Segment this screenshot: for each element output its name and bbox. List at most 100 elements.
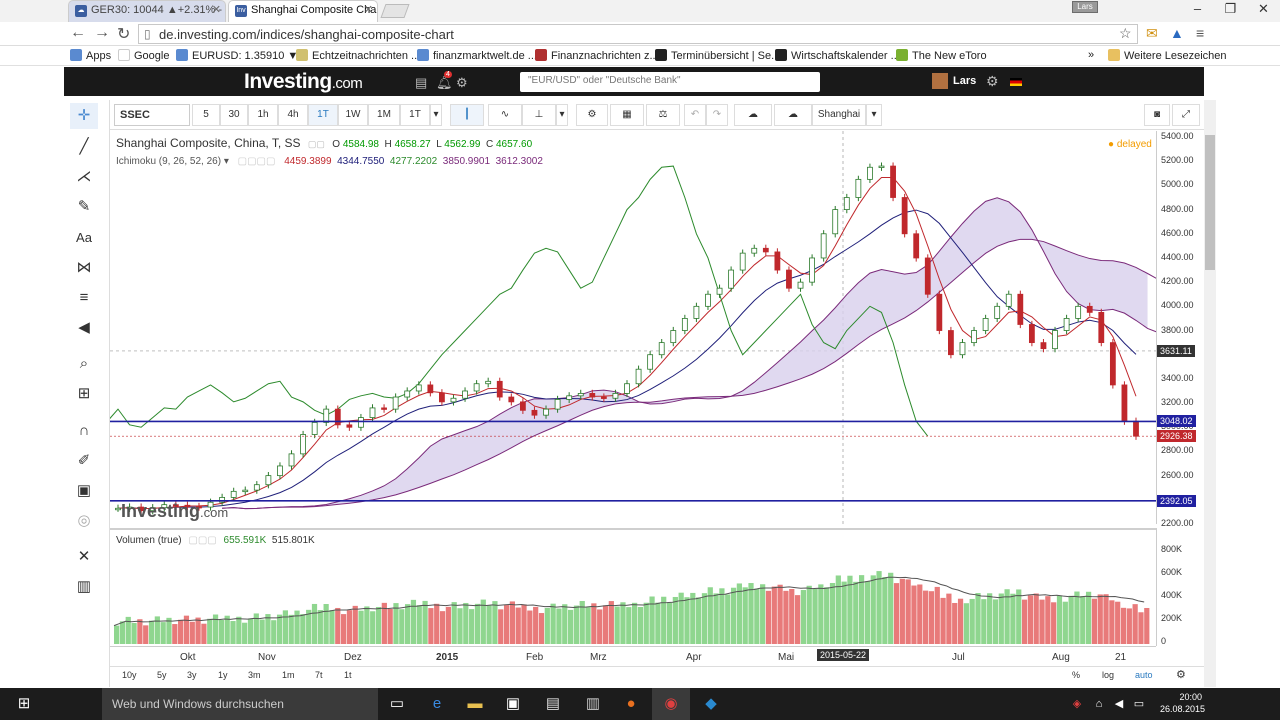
maximize-button[interactable]: ❐ (1224, 1, 1237, 16)
fullscreen-icon[interactable]: ⤢ (1172, 104, 1200, 126)
star-icon[interactable]: ☆ (1119, 25, 1132, 41)
percent-toggle[interactable]: % (1072, 670, 1081, 680)
compare-icon[interactable]: ⚖ (646, 104, 680, 126)
mail-extension-icon[interactable]: ✉ (1146, 25, 1158, 41)
network-icon[interactable]: ⌂ (1095, 698, 1103, 710)
symbol-input[interactable]: SSEC (114, 104, 190, 126)
volume-icon[interactable]: ◀ (1114, 698, 1124, 710)
cloud-load-icon[interactable]: ☁ (734, 104, 772, 126)
taskbar-search[interactable]: Web und Windows durchsuchen (102, 688, 378, 720)
redo-icon[interactable]: ↷ (706, 104, 728, 126)
interval-1t[interactable]: 1T (308, 104, 338, 126)
bookmark-echtzeit[interactable]: Echtzeitnachrichten ... (296, 49, 420, 62)
indicators-icon[interactable]: ▦ (610, 104, 644, 126)
range-3m[interactable]: 3m (248, 670, 261, 680)
candlestick-icon[interactable]: ┃ (450, 104, 484, 126)
price-axis[interactable]: 2200.002400.002600.002800.003000.003200.… (1156, 131, 1204, 528)
url-field[interactable]: ▯ de.investing.com/indices/shanghai-comp… (138, 24, 1138, 44)
interval-1m[interactable]: 1M (368, 104, 400, 126)
tools-icon[interactable]: ✕ (77, 548, 91, 565)
indicator-buttons[interactable]: ▢▢▢▢ (237, 156, 276, 167)
avatar[interactable] (932, 73, 948, 89)
other-bookmarks[interactable]: Weitere Lesezeichen (1108, 49, 1227, 62)
measure-icon[interactable]: ⊞ (77, 385, 91, 402)
interval-30[interactable]: 30 (220, 104, 248, 126)
gear-icon[interactable]: ⚙ (456, 75, 468, 90)
close-icon[interactable]: ✕ (211, 4, 221, 16)
range-3y[interactable]: 3y (187, 670, 197, 680)
volume-indicator-buttons[interactable]: ▢▢▢ (188, 535, 217, 546)
compare-symbol[interactable]: Shanghai (812, 104, 866, 126)
forward-arrow-icon[interactable]: → (94, 24, 110, 41)
log-toggle[interactable]: log (1102, 670, 1115, 680)
german-flag-icon[interactable] (1010, 78, 1022, 86)
task-view-icon[interactable]: ▭ (389, 695, 405, 712)
interval-1h[interactable]: 1h (248, 104, 278, 126)
bookmark-finanzmarktwelt[interactable]: finanzmarktwelt.de ... (417, 49, 537, 62)
bookmark-eurusd[interactable]: EURUSD: 1.35910 ▼... (176, 49, 307, 62)
bookmark-apps[interactable]: Apps (70, 49, 111, 62)
bookmark-finanznachrichten[interactable]: Finanznachrichten z... (535, 49, 659, 62)
store-icon[interactable]: ▣ (505, 695, 521, 712)
range-7t[interactable]: 7t (315, 670, 323, 680)
bookmark-etoro[interactable]: The New eToro (896, 49, 987, 62)
shield-icon[interactable]: ◈ (1072, 698, 1082, 710)
interval-5[interactable]: 5 (192, 104, 220, 126)
profile-chip[interactable]: Lars (1072, 1, 1098, 13)
scrollbar-thumb[interactable] (1205, 135, 1215, 270)
reload-icon[interactable]: ↻ (117, 26, 131, 43)
close-window-button[interactable]: ✕ (1258, 1, 1269, 16)
settings-gear-icon[interactable]: ⚙ (986, 73, 999, 89)
range-5y[interactable]: 5y (157, 670, 167, 680)
cloud-save-icon[interactable]: ☁ (774, 104, 812, 126)
trash-icon[interactable]: ▥ (76, 578, 92, 595)
range-1m[interactable]: 1m (282, 670, 295, 680)
indicator-dropdown-icon[interactable]: ▾ (223, 156, 229, 167)
arrow-left-icon[interactable]: ◀ (78, 319, 90, 336)
undo-icon[interactable]: ↶ (684, 104, 706, 126)
app-icon[interactable]: ▤ (545, 695, 561, 712)
range-1y[interactable]: 1y (218, 670, 228, 680)
text-tool-icon[interactable]: Aa (76, 230, 92, 245)
edge-icon[interactable]: e (432, 695, 442, 712)
investing-logo[interactable]: Investing.com (244, 70, 363, 93)
portfolio-icon[interactable]: ▤ (415, 75, 428, 90)
browser-tab-shanghai[interactable]: Inv Shanghai Composite Char ✕ (228, 0, 378, 22)
range-1t[interactable]: 1t (344, 670, 352, 680)
zoom-icon[interactable]: ⌕ (79, 355, 89, 372)
brush-icon[interactable]: ✎ (77, 198, 91, 215)
price-chart[interactable] (110, 131, 1156, 524)
stay-in-drawing-icon[interactable]: ✐ (77, 452, 91, 469)
bookmark-google[interactable]: Google (118, 49, 169, 62)
teamviewer-icon[interactable]: ◆ (705, 695, 717, 712)
settings-icon[interactable]: ⚙ (576, 104, 608, 126)
app2-icon[interactable]: ▥ (585, 695, 601, 712)
username[interactable]: Lars (953, 75, 977, 87)
explorer-icon[interactable]: ▬ (467, 695, 483, 712)
auto-toggle[interactable]: auto (1135, 670, 1153, 680)
pattern-icon[interactable]: ⋈ (76, 259, 92, 276)
taskbar-clock[interactable]: 20:00 26.08.2015 (1160, 691, 1205, 715)
windows-start-icon[interactable]: ⊞ (17, 695, 31, 712)
fib-icon[interactable]: ≡ (79, 289, 89, 306)
volume-pane[interactable] (110, 528, 1156, 646)
menu-icon[interactable]: ≡ (1196, 25, 1205, 41)
axis-settings-gear-icon[interactable]: ⚙ (1176, 669, 1186, 681)
range-10y[interactable]: 10y (122, 670, 137, 680)
hide-icon[interactable]: ◎ (77, 512, 91, 529)
legend-icons[interactable]: ▢▢ (307, 139, 325, 149)
browser-tab-ger30[interactable]: ☁ GER30: 10044 ▲+2.31% - ✕ (68, 0, 226, 22)
minimize-button[interactable]: – (1193, 1, 1202, 16)
interval-1w[interactable]: 1W (338, 104, 368, 126)
keyboard-icon[interactable]: ▭ (1133, 698, 1145, 710)
bookmarks-overflow-icon[interactable]: » (1088, 49, 1095, 61)
close-icon[interactable]: ✕ (363, 4, 373, 16)
crosshair-icon[interactable]: ✛ (70, 103, 98, 129)
camera-icon[interactable]: ◙ (1144, 104, 1170, 126)
chrome-icon[interactable]: ◉ (652, 688, 690, 720)
extension-icon[interactable]: ▲ (1170, 25, 1184, 41)
site-search-input[interactable]: "EUR/USD" oder "Deutsche Bank" (520, 72, 820, 92)
bookmark-wirtschaftskalender[interactable]: Wirtschaftskalender ... (775, 49, 900, 62)
bookmark-termin[interactable]: Terminübersicht | Se... (655, 49, 780, 62)
trendline-icon[interactable]: ╱ (79, 138, 89, 155)
